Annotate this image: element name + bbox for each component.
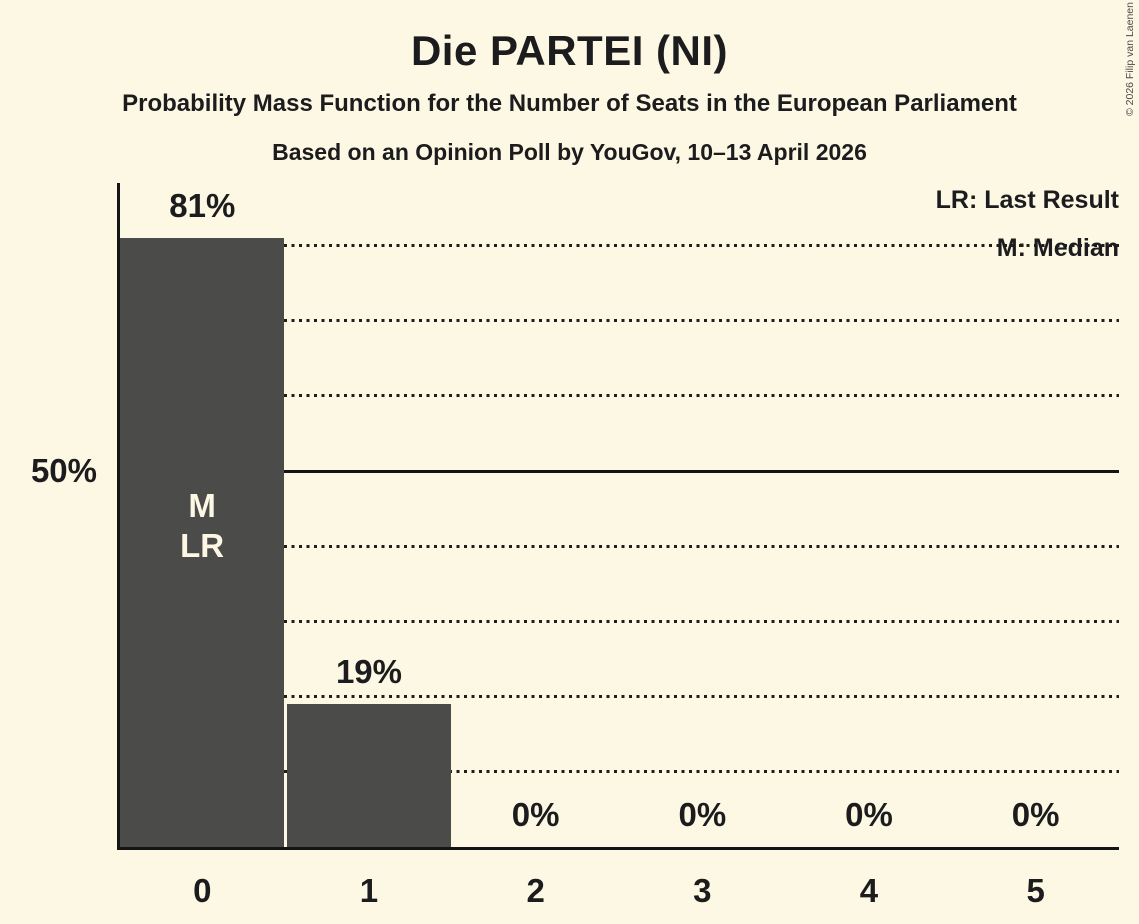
y-axis-line [117, 183, 120, 850]
x-tick-label-5: 5 [1026, 872, 1045, 909]
x-tick-label-4: 4 [859, 872, 879, 909]
bar-value-label-3: 0% [678, 796, 727, 833]
y-axis-50pct-label: 50% [30, 452, 97, 489]
bar-value-label-4: 0% [845, 796, 893, 833]
x-tick-label-1: 1 [359, 872, 379, 909]
gridline-30pct [119, 619, 1119, 623]
copyright-notice: © 2026 Filip van Laenen [1124, 2, 1136, 116]
chart-subtitle: Probability Mass Function for the Number… [122, 90, 1017, 117]
gridline-80pct [119, 243, 1119, 247]
gridline-20pct [119, 695, 1119, 699]
gridline-70pct [119, 319, 1119, 323]
x-tick-label-0: 0 [193, 872, 212, 909]
legend-last-result: LR: Last Result [935, 186, 1119, 214]
chart-title: Die PARTEI (NI) [410, 27, 729, 74]
gridline-60pct [119, 394, 1119, 398]
bar-value-label-0: 81% [169, 186, 236, 224]
gridline-50pct-solid [119, 469, 1119, 473]
gridline-40pct [119, 544, 1119, 548]
bar-value-label-1: 19% [335, 653, 403, 691]
x-axis-line [117, 847, 1119, 850]
legend-median: M: Median [996, 234, 1119, 262]
bar-value-label-2: 0% [511, 796, 560, 833]
bar-annotation-m-lr: M LR [180, 487, 225, 565]
x-tick-label-2: 2 [526, 872, 545, 909]
bar-value-label-5: 0% [1011, 796, 1060, 833]
chart-poll-info: Based on an Opinion Poll by YouGov, 10–1… [272, 139, 867, 165]
bar-seat-0: M LR [120, 237, 285, 847]
gridline-10pct [119, 770, 1119, 774]
x-tick-label-3: 3 [693, 872, 712, 909]
bar-seat-1 [286, 704, 451, 847]
